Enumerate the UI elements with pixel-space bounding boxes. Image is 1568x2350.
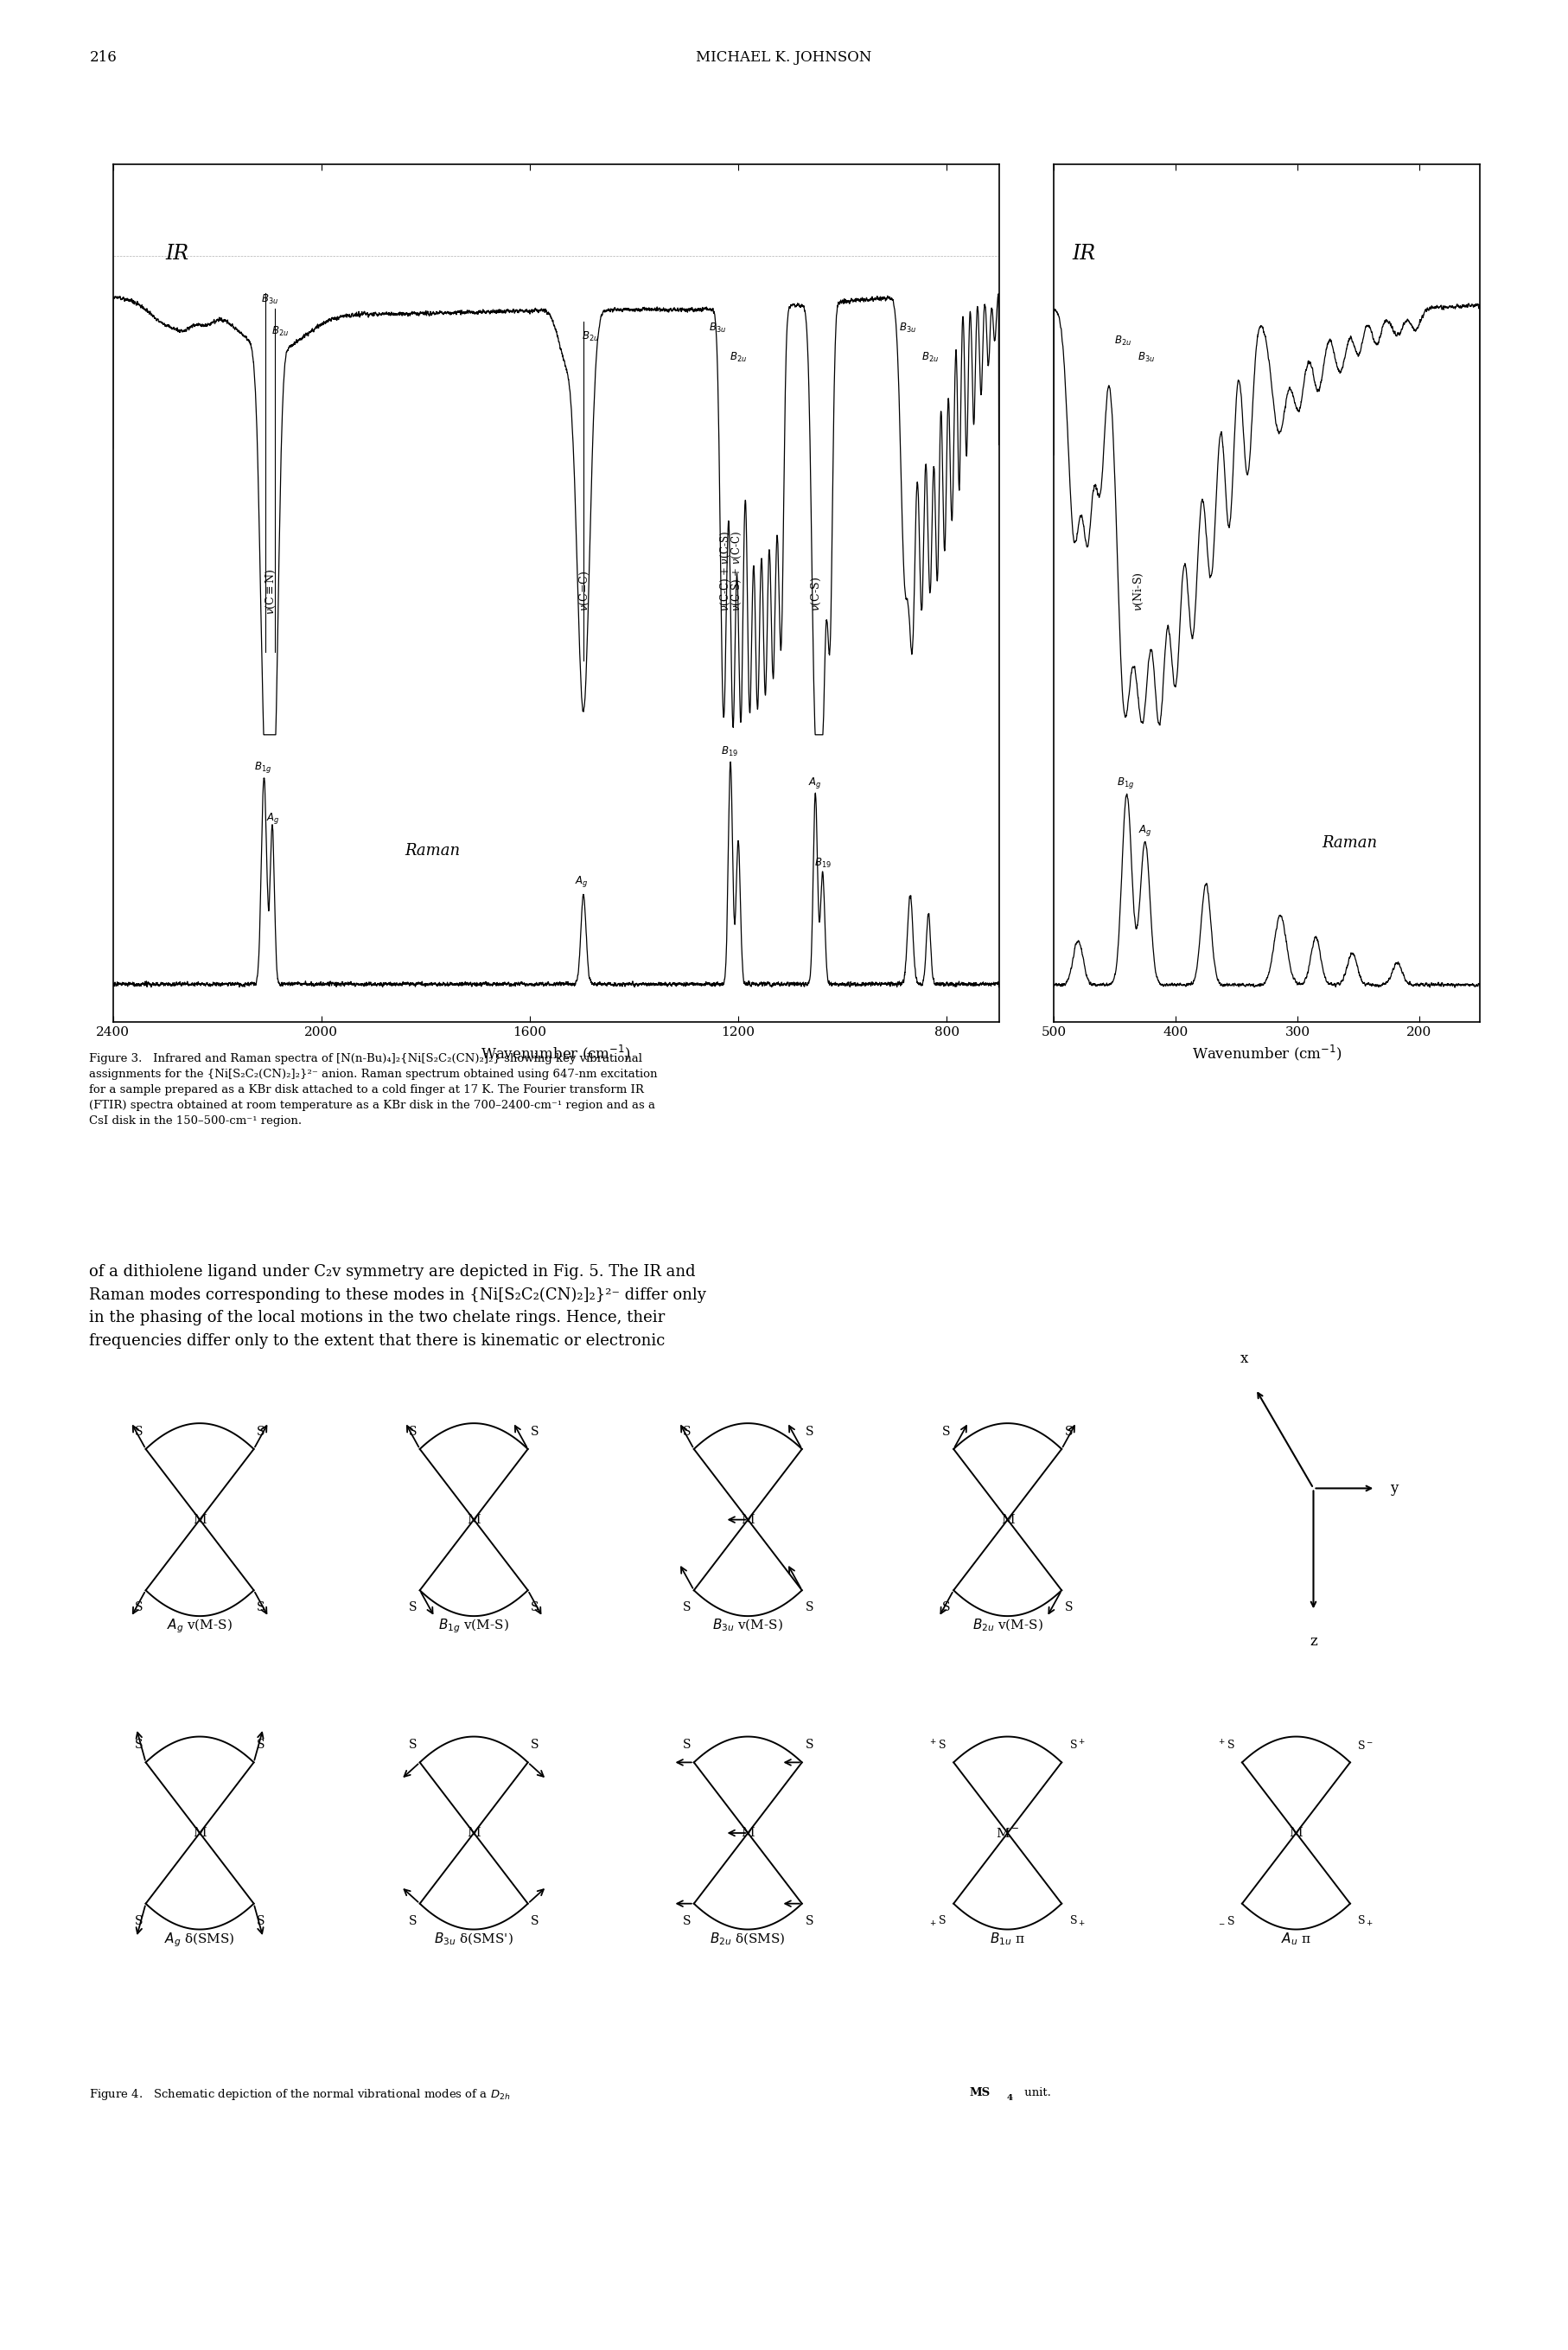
Text: $B_{1u}$ π: $B_{1u}$ π — [989, 1932, 1025, 1946]
Text: S: S — [257, 1603, 265, 1614]
Text: $A_g$: $A_g$ — [808, 776, 822, 790]
Text: S$^-$: S$^-$ — [1358, 1739, 1374, 1753]
Text: $B_{3u}$: $B_{3u}$ — [709, 322, 726, 334]
Text: $_+$S: $_+$S — [928, 1913, 947, 1927]
Text: $B_{2u}$: $B_{2u}$ — [271, 324, 289, 338]
Text: S: S — [532, 1915, 539, 1927]
Text: $A_g$: $A_g$ — [574, 874, 588, 888]
Text: $^+$S: $^+$S — [928, 1739, 947, 1753]
Text: 4: 4 — [1007, 2094, 1013, 2101]
Text: S: S — [532, 1603, 539, 1614]
Text: $\nu$(C-C) + $\nu$(C-S): $\nu$(C-C) + $\nu$(C-S) — [718, 531, 732, 611]
Text: $B_{3u}$ v(M-S): $B_{3u}$ v(M-S) — [712, 1617, 784, 1633]
Text: Figure 3.   Infrared and Raman spectra of [N(n-Bu)₄]₂{Ni[S₂C₂(CN)₂]₂} showing ke: Figure 3. Infrared and Raman spectra of … — [89, 1053, 657, 1126]
Text: $B_{2u}$: $B_{2u}$ — [1115, 334, 1132, 348]
Text: S: S — [135, 1739, 143, 1751]
Text: Raman: Raman — [1322, 834, 1377, 851]
Text: S: S — [257, 1426, 265, 1438]
Text: $B_{2u}$ δ(SMS): $B_{2u}$ δ(SMS) — [710, 1932, 786, 1946]
Text: $\nu$(C$\equiv$N): $\nu$(C$\equiv$N) — [265, 569, 278, 616]
Text: $\nu$(Ni-S): $\nu$(Ni-S) — [1132, 571, 1146, 611]
Text: S: S — [804, 1739, 814, 1751]
Text: IR: IR — [1073, 244, 1096, 263]
Text: S: S — [409, 1426, 417, 1438]
Text: S: S — [409, 1603, 417, 1614]
Text: $B_{1g}$ v(M-S): $B_{1g}$ v(M-S) — [439, 1617, 510, 1636]
Text: $B_{1g}$: $B_{1g}$ — [254, 759, 271, 776]
Text: S: S — [942, 1603, 950, 1614]
X-axis label: Wavenumber (cm$^{-1}$): Wavenumber (cm$^{-1}$) — [1192, 1043, 1342, 1062]
Text: S: S — [1065, 1426, 1073, 1438]
Text: $B_{3u}$: $B_{3u}$ — [1138, 350, 1156, 364]
Text: $^+$S: $^+$S — [1217, 1739, 1236, 1753]
Text: x: x — [1240, 1351, 1248, 1365]
Text: $A_g$: $A_g$ — [1138, 822, 1152, 839]
Text: MICHAEL K. JOHNSON: MICHAEL K. JOHNSON — [696, 49, 872, 63]
Text: S$_+$: S$_+$ — [1069, 1913, 1085, 1927]
Text: $A_g$ v(M-S): $A_g$ v(M-S) — [166, 1617, 232, 1636]
Text: unit.: unit. — [1021, 2087, 1051, 2099]
Text: $B_{3u}$: $B_{3u}$ — [262, 294, 279, 306]
Text: $B_{2u}$ v(M-S): $B_{2u}$ v(M-S) — [972, 1617, 1043, 1633]
Text: M$^-$: M$^-$ — [996, 1826, 1019, 1840]
X-axis label: Wavenumber (cm$^{-1}$): Wavenumber (cm$^{-1}$) — [481, 1043, 630, 1062]
Text: S: S — [135, 1426, 143, 1438]
Text: $A_g$ δ(SMS): $A_g$ δ(SMS) — [165, 1932, 235, 1948]
Text: of a dithiolene ligand under C₂v symmetry are depicted in Fig. 5. The IR and
Ram: of a dithiolene ligand under C₂v symmetr… — [89, 1264, 707, 1349]
Text: M: M — [742, 1826, 754, 1840]
Text: IR: IR — [165, 244, 188, 263]
Text: $B_{1g}$: $B_{1g}$ — [1116, 776, 1134, 790]
Text: S: S — [135, 1915, 143, 1927]
Text: S: S — [682, 1915, 691, 1927]
Text: $B_{3u}$: $B_{3u}$ — [898, 322, 916, 334]
Text: $B_{2u}$: $B_{2u}$ — [582, 329, 599, 343]
Text: $\nu$(C-S) + $\nu$(C-C): $\nu$(C-S) + $\nu$(C-C) — [731, 531, 743, 611]
Text: S$_+$: S$_+$ — [1358, 1913, 1374, 1927]
Text: M: M — [1289, 1826, 1303, 1840]
Text: S: S — [135, 1603, 143, 1614]
Text: $\nu$(C-S): $\nu$(C-S) — [811, 576, 823, 611]
Text: M: M — [467, 1513, 481, 1525]
Text: S: S — [409, 1915, 417, 1927]
Text: S: S — [257, 1915, 265, 1927]
Text: S: S — [682, 1426, 691, 1438]
Text: S$^+$: S$^+$ — [1069, 1739, 1085, 1753]
Text: $A_g$: $A_g$ — [267, 811, 279, 825]
Text: Figure 4.   Schematic depiction of the normal vibrational modes of a $D_{2h}$: Figure 4. Schematic depiction of the nor… — [89, 2087, 511, 2101]
Text: S: S — [1065, 1603, 1073, 1614]
Text: M: M — [193, 1513, 207, 1525]
Text: S: S — [682, 1603, 691, 1614]
Text: S: S — [804, 1915, 814, 1927]
Text: $A_u$ π: $A_u$ π — [1281, 1932, 1311, 1946]
Text: $B_{3u}$ δ(SMS'): $B_{3u}$ δ(SMS') — [434, 1932, 514, 1946]
Text: M: M — [742, 1513, 754, 1525]
Text: $\nu$(C=C): $\nu$(C=C) — [579, 569, 591, 611]
Text: z: z — [1309, 1633, 1317, 1647]
Text: $_-$S: $_-$S — [1217, 1913, 1236, 1925]
Text: y: y — [1389, 1480, 1399, 1495]
Text: S: S — [257, 1739, 265, 1751]
Text: S: S — [532, 1426, 539, 1438]
Text: S: S — [409, 1739, 417, 1751]
Text: S: S — [682, 1739, 691, 1751]
Text: 216: 216 — [89, 49, 118, 63]
Text: $B_{19}$: $B_{19}$ — [721, 745, 739, 759]
Text: $B_{2u}$: $B_{2u}$ — [922, 350, 939, 364]
Text: M: M — [1000, 1513, 1014, 1525]
Text: MS: MS — [969, 2087, 989, 2099]
Text: S: S — [804, 1603, 814, 1614]
Text: M: M — [193, 1826, 207, 1840]
Text: $B_{19}$: $B_{19}$ — [814, 858, 831, 870]
Text: S: S — [942, 1426, 950, 1438]
Text: M: M — [467, 1826, 481, 1840]
Text: Raman: Raman — [405, 844, 459, 858]
Text: S: S — [532, 1739, 539, 1751]
Text: $B_{2u}$: $B_{2u}$ — [729, 350, 746, 364]
Text: S: S — [804, 1426, 814, 1438]
